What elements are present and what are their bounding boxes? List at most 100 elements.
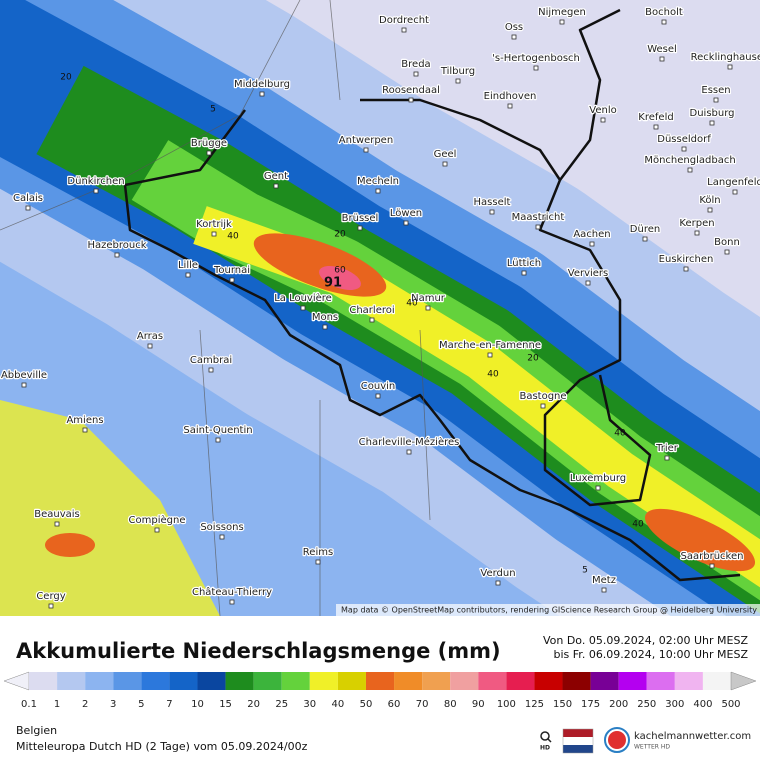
legend-cell [309, 672, 338, 690]
city-marker [585, 280, 591, 286]
city-marker [208, 367, 214, 373]
city-label: Düren [630, 224, 660, 235]
legend-cell [674, 672, 703, 690]
city-label: Hazebrouck [87, 240, 146, 251]
legend-cell [253, 672, 282, 690]
city-label: Middelburg [234, 79, 290, 90]
legend-cell [506, 672, 535, 690]
flag-stripe [563, 745, 593, 753]
legend-tick-label: 3 [110, 699, 116, 710]
city-label: Löwen [390, 208, 422, 219]
city-label: Dünkirchen [67, 176, 124, 187]
legend-tick-label: 125 [525, 699, 544, 710]
city-marker [211, 231, 217, 237]
city-marker [54, 521, 60, 527]
border-line [360, 98, 652, 507]
city-marker [363, 147, 369, 153]
city-marker [495, 580, 501, 586]
city-label: Kortrijk [196, 219, 232, 230]
rain-core [45, 533, 95, 557]
flag-stripe [563, 729, 593, 737]
contour-label: 40 [227, 232, 239, 242]
city-marker [589, 241, 595, 247]
legend-cell [169, 672, 198, 690]
city-marker [487, 352, 493, 358]
city-label: Euskirchen [659, 254, 714, 265]
province-lines [0, 0, 431, 616]
legend-cell [562, 672, 591, 690]
city-marker [511, 34, 517, 40]
city-label: Cambrai [190, 355, 232, 366]
city-label: Lille [178, 260, 198, 271]
city-marker [25, 205, 31, 211]
contour-label: 5 [582, 566, 588, 576]
city-label: Couvin [361, 381, 395, 392]
city-marker [507, 103, 513, 109]
legend-tick-label: 90 [472, 699, 485, 710]
city-marker [403, 220, 409, 226]
city-label: Soissons [200, 522, 243, 533]
city-label: Namur [411, 293, 446, 304]
city-label: Nijmegen [538, 7, 586, 18]
city-marker [732, 189, 738, 195]
map: Dordrecht Oss Nijmegen Bocholt Breda Tilburg '… [0, 0, 760, 616]
legend-tick-label: 2 [82, 699, 88, 710]
period: bis Fr. 06.09.2024, 10:00 Uhr MESZ [554, 648, 749, 661]
city-marker [48, 603, 54, 609]
legend-tick-label: 60 [388, 699, 401, 710]
city-label: Amiens [66, 415, 103, 426]
city-marker [229, 277, 235, 283]
legend-tick-label: 500 [721, 699, 740, 710]
city-marker [406, 449, 412, 455]
city-label: Kerpen [679, 218, 714, 229]
brand: kachelmannwetter.com [634, 731, 751, 742]
brand-sub: WETTER HD [634, 744, 670, 751]
city-marker [687, 167, 693, 173]
city-label: Venlo [589, 105, 616, 116]
legend-cell [365, 672, 395, 690]
legend-cell [702, 672, 731, 690]
legend-tick-label: 200 [609, 699, 628, 710]
city-marker [659, 56, 665, 62]
legend-cell [646, 672, 675, 690]
border-line [123, 109, 741, 582]
legend-cell [394, 672, 423, 690]
city-label: Brüssel [342, 213, 379, 224]
legend-cell [281, 672, 310, 690]
city-label: Oss [505, 22, 523, 33]
city-label: Langenfeld [707, 177, 760, 188]
city-label: Tilburg [440, 66, 475, 77]
flag-stripe [563, 737, 593, 745]
city-label: Mecheln [357, 176, 399, 187]
city-label: Beauvais [34, 509, 80, 520]
legend-title: Akkumulierte Niederschlagsmenge (mm) [16, 639, 501, 663]
flag-frame [562, 728, 594, 754]
contour-label: 40 [614, 429, 626, 439]
city-label: Antwerpen [339, 135, 393, 146]
city-label: Bocholt [645, 7, 683, 18]
city-label: Roosendaal [382, 85, 440, 96]
legend-cell [450, 672, 479, 690]
attribution: Map data © OpenStreetMap contributors, r… [341, 606, 757, 615]
city-marker [683, 266, 689, 272]
city-marker [93, 188, 99, 194]
city-label: Mons [312, 312, 338, 323]
city-marker [206, 150, 212, 156]
city-label: Cergy [36, 591, 65, 602]
legend-tick-label: 20 [247, 699, 260, 710]
city-marker [442, 161, 448, 167]
city-marker [709, 563, 715, 569]
city-label: Saarbrücken [681, 551, 744, 562]
city-marker [375, 393, 381, 399]
city-marker [489, 209, 495, 215]
city-marker [535, 224, 541, 230]
city-marker [408, 97, 414, 103]
legend-cell [337, 672, 366, 690]
city-label: Düsseldorf [657, 134, 711, 145]
legend-cell [113, 672, 142, 690]
province-line [0, 0, 431, 616]
search-handle [547, 738, 552, 743]
city-marker [540, 403, 546, 409]
city-marker [185, 272, 191, 278]
city-marker [707, 207, 713, 213]
